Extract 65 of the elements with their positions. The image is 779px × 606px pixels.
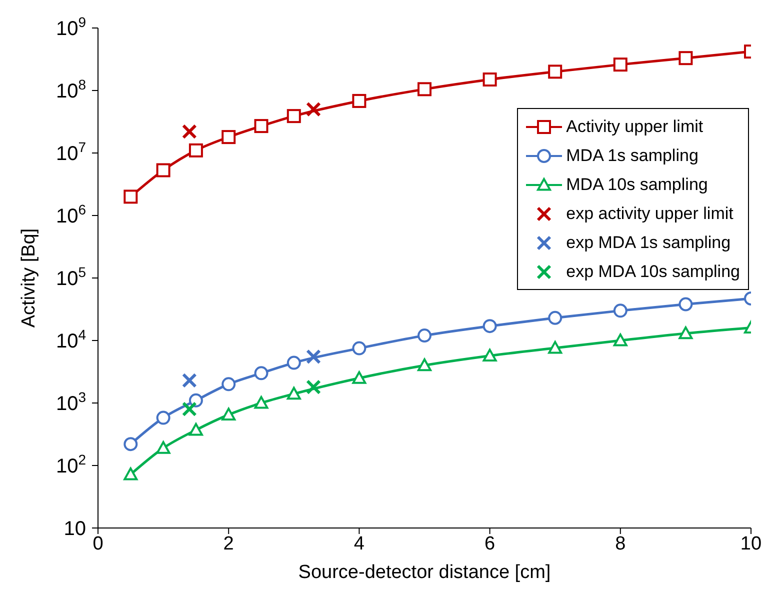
x-tick-label: 2 (223, 533, 234, 554)
point (222, 377, 236, 392)
point (306, 102, 321, 117)
legend-label: MDA 10s sampling (566, 174, 708, 194)
point (286, 109, 301, 124)
point (418, 358, 432, 372)
point (482, 72, 497, 86)
y-tick-label: 10 (64, 518, 86, 540)
point (182, 402, 197, 417)
point (188, 143, 203, 158)
point (286, 386, 301, 400)
point (124, 467, 138, 480)
point (182, 372, 197, 388)
point (306, 380, 321, 395)
point (222, 130, 236, 144)
point (613, 334, 628, 346)
point (222, 408, 236, 420)
point (678, 297, 693, 312)
point (418, 82, 432, 96)
y-tick-label: 10$^{9}$ (56, 14, 86, 40)
y-tick-label: 10$^{6}$ (56, 202, 86, 228)
y-tick-label: 10$^{5}$ (56, 264, 86, 290)
point (352, 94, 366, 108)
point (482, 348, 497, 362)
point (156, 410, 170, 425)
point (124, 190, 138, 204)
point (352, 341, 366, 356)
legend-label: MDA 1s sampling (566, 146, 698, 166)
point (124, 437, 138, 452)
point (306, 349, 321, 364)
point (188, 393, 203, 408)
point (156, 441, 170, 454)
y-tick-label: 10$^{8}$ (56, 76, 86, 102)
x-tick-label: 8 (615, 533, 626, 554)
x-tick-label: 10 (740, 533, 762, 554)
legend-label: Activity upper limit (566, 116, 704, 136)
y-tick-label: 10$^{2}$ (56, 452, 86, 478)
point (613, 304, 628, 318)
point (182, 124, 197, 140)
y-axis-title: Activity [Bq] (18, 228, 40, 328)
x-tick-label: 6 (484, 533, 496, 554)
point (156, 163, 170, 178)
point (678, 51, 693, 66)
point (286, 356, 301, 370)
point (254, 396, 268, 409)
y-tick-label: 10$^{4}$ (56, 326, 86, 352)
y-tick-label: 10$^{3}$ (56, 389, 86, 415)
point (418, 328, 432, 343)
point (678, 326, 693, 340)
point (613, 58, 628, 72)
point (548, 340, 562, 354)
y-tick-label: 10$^{7}$ (56, 139, 86, 165)
x-tick-label: 0 (92, 533, 104, 554)
point (254, 366, 268, 380)
point (548, 310, 562, 325)
point (254, 119, 268, 134)
point (482, 319, 497, 334)
x-axis-title: Source-detector distance [cm] (298, 562, 551, 583)
legend-label: exp MDA 1s sampling (566, 232, 731, 252)
point (188, 422, 203, 436)
x-tick-label: 4 (354, 533, 365, 554)
point (548, 64, 562, 79)
legend-label: exp activity upper limit (566, 204, 734, 224)
point (352, 371, 366, 384)
legend-label: exp MDA 10s sampling (566, 262, 740, 282)
